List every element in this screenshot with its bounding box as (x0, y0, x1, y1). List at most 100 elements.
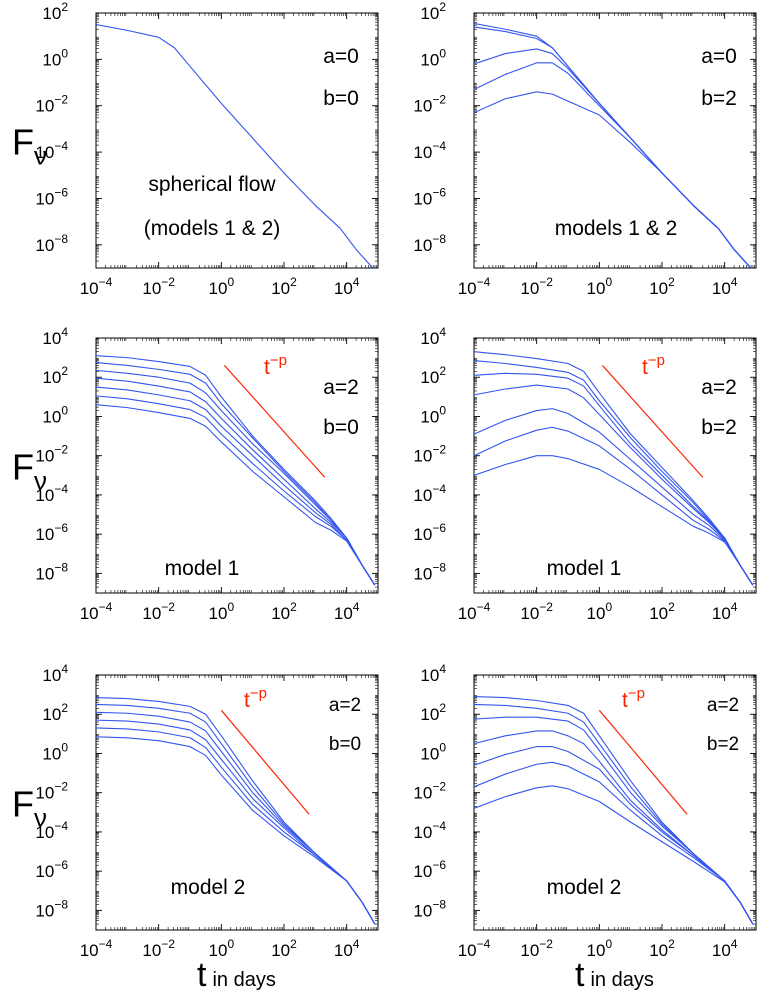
x-tick-label: 100 (209, 275, 235, 298)
panel-annotation: b=2 (701, 416, 737, 439)
x-tick-label: 102 (271, 600, 297, 623)
x-tick-exponent: −2 (539, 600, 553, 614)
y-tick-exponent: −4 (432, 482, 446, 496)
y-tick-label: 10−4 (413, 139, 446, 162)
y-tick-label: 10−8 (413, 897, 446, 920)
x-tick-exponent: 0 (605, 275, 612, 289)
y-tick-label: 102 (42, 364, 68, 387)
axes-frame (473, 674, 757, 931)
y-tick-label: 102 (420, 701, 446, 724)
y-tick-label: 10−6 (413, 858, 446, 881)
x-tick-label: 10−4 (458, 600, 491, 623)
x-tick-exponent: −2 (161, 937, 175, 951)
x-tick-exponent: −2 (539, 937, 553, 951)
y-tick-exponent: −2 (432, 93, 446, 107)
y-tick-exponent: −6 (54, 185, 68, 199)
x-tick-label: 10−2 (520, 937, 553, 960)
x-tick-exponent: 4 (731, 275, 738, 289)
y-tick-exponent: 2 (61, 701, 68, 715)
y-axis-label-subscript: ν (34, 466, 47, 496)
axes-frame (473, 337, 757, 594)
y-tick-exponent: −4 (54, 482, 68, 496)
panel-annotation: a=2 (323, 376, 359, 399)
x-tick-label: 10−4 (458, 937, 491, 960)
reference-slope-line (602, 365, 704, 478)
x-axis-label: t in days (197, 956, 276, 991)
x-tick-label: 102 (271, 275, 297, 298)
x-axis-label-suffix: in days (212, 969, 275, 991)
x-tick-exponent: 2 (290, 937, 297, 951)
y-tick-label: 104 (42, 325, 68, 348)
x-tick-exponent: −4 (477, 937, 491, 951)
panel-annotation: b=2 (707, 734, 739, 755)
axes-frame (473, 12, 757, 269)
x-tick-label: 10−4 (80, 275, 113, 298)
y-tick-exponent: −8 (432, 897, 446, 911)
x-tick-exponent: 2 (668, 600, 675, 614)
x-tick-exponent: 0 (227, 600, 234, 614)
x-tick-label: 104 (334, 937, 360, 960)
x-tick-label: 10−2 (142, 600, 175, 623)
panel-annotation: (models 1 & 2) (144, 217, 281, 240)
slope-label-exponent: −p (628, 685, 645, 702)
panel-annotation: b=2 (701, 87, 737, 110)
y-tick-label: 100 (420, 46, 446, 69)
y-tick-label: 100 (42, 740, 68, 763)
x-tick-label: 10−2 (142, 937, 175, 960)
panel-annotation: spherical flow (148, 173, 276, 196)
y-tick-label: 102 (420, 364, 446, 387)
y-tick-label: 100 (420, 740, 446, 763)
x-tick-label: 100 (209, 937, 235, 960)
panel-annotation: model 1 (547, 557, 622, 580)
x-tick-label: 102 (271, 937, 297, 960)
series-line (474, 408, 754, 586)
y-axis-label: Fν (12, 122, 47, 171)
x-axis-label-suffix: in days (590, 969, 653, 991)
y-tick-label: 10−2 (413, 443, 446, 466)
axes-frame (95, 674, 379, 931)
slope-label-exponent: −p (250, 685, 267, 702)
x-tick-label: 10−2 (142, 275, 175, 298)
x-tick-exponent: 2 (668, 937, 675, 951)
y-tick-label: 10−2 (35, 780, 68, 803)
y-tick-exponent: 2 (439, 0, 446, 14)
slope-label: t−p (264, 352, 287, 379)
y-tick-exponent: −8 (54, 232, 68, 246)
series-line (474, 785, 754, 925)
y-tick-label: 10−2 (413, 93, 446, 116)
x-tick-exponent: 2 (668, 275, 675, 289)
y-tick-label: 100 (42, 46, 68, 69)
series-line (96, 377, 376, 586)
x-tick-label: 104 (712, 937, 738, 960)
series-line (96, 24, 374, 268)
x-tick-label: 104 (712, 600, 738, 623)
panel-annotation: a=2 (701, 376, 737, 399)
curves-group (96, 697, 376, 925)
slope-label: t−p (642, 352, 665, 379)
x-tick-label: 102 (649, 600, 675, 623)
y-tick-label: 10−2 (35, 93, 68, 116)
x-tick-exponent: 0 (605, 937, 612, 951)
x-tick-label: 100 (587, 937, 613, 960)
panel-middle-right: 10−4 10−2 100 102 104 10−8 10−6 10−4 10−2 100 102 1… (413, 325, 757, 623)
y-tick-exponent: 0 (439, 46, 446, 60)
x-tick-exponent: 4 (353, 937, 360, 951)
x-tick-exponent: −2 (161, 275, 175, 289)
y-tick-exponent: 4 (61, 325, 68, 339)
x-tick-exponent: −4 (99, 600, 113, 614)
y-tick-label: 10−4 (413, 819, 446, 842)
panel-top-left: 10−4 10−2 100 102 10410−810−610−410−2100102a… (12, 0, 379, 298)
y-tick-exponent: −4 (54, 819, 68, 833)
y-tick-exponent: −8 (432, 560, 446, 574)
x-tick-label: 100 (587, 600, 613, 623)
y-tick-label: 102 (420, 0, 446, 23)
x-tick-label: 104 (334, 600, 360, 623)
panel-top-right: 10−4 10−2 100 102 104 10−8 10−6 10−4 10−2 100 102 a… (413, 0, 757, 298)
panel-annotation: a=2 (329, 695, 361, 716)
y-tick-label: 10−6 (413, 521, 446, 544)
series-line (474, 426, 754, 586)
y-tick-label: 10−2 (35, 443, 68, 466)
y-axis-label: Fν (12, 784, 47, 833)
y-tick-exponent: −2 (432, 443, 446, 457)
y-tick-exponent: 0 (61, 740, 68, 754)
